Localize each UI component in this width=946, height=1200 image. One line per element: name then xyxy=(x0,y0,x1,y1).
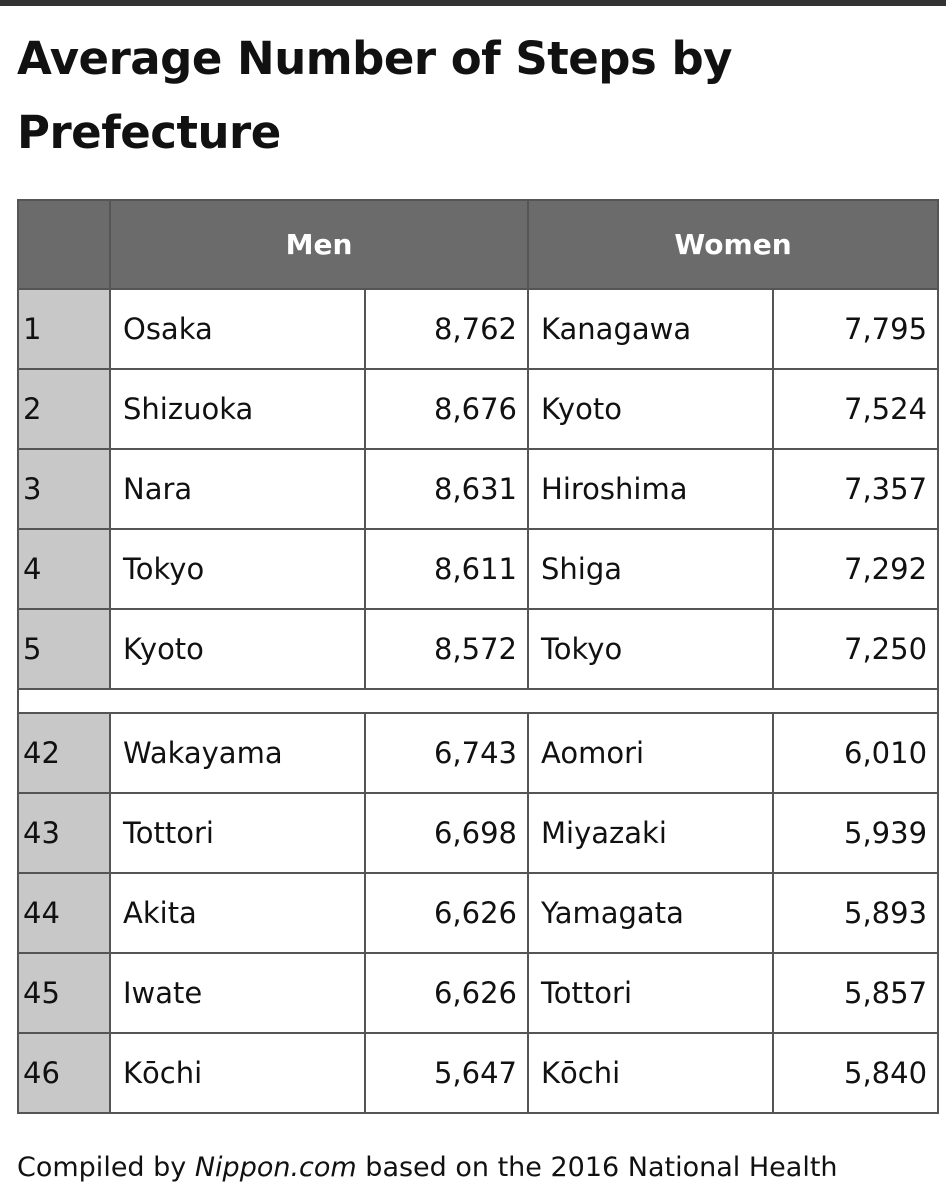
table-row: 45 Iwate 6,626 Tottori 5,857 xyxy=(17,952,940,1034)
table-row: 44 Akita 6,626 Yamagata 5,893 xyxy=(17,872,940,954)
men-steps: 8,572 xyxy=(363,608,530,690)
men-prefecture: Wakayama xyxy=(109,712,366,794)
men-steps: 8,611 xyxy=(363,528,530,610)
table-row: 5 Kyoto 8,572 Tokyo 7,250 xyxy=(17,608,940,690)
men-steps: 6,698 xyxy=(363,792,530,874)
rank-cell: 4 xyxy=(17,528,111,610)
men-steps: 6,626 xyxy=(363,872,530,954)
separator-cell xyxy=(16,688,940,714)
footer-prefix: Compiled by xyxy=(17,1152,195,1183)
women-prefecture: Aomori xyxy=(527,712,775,794)
table-body: 1 Osaka 8,762 Kanagawa 7,795 2 Shizuoka 8,676 Ky… xyxy=(16,288,940,1114)
men-prefecture: Nara xyxy=(109,448,366,530)
footer-suffix: based on the 2016 National Health xyxy=(356,1152,838,1183)
top-bar xyxy=(0,0,946,6)
title: Average Number of Steps by Prefecture xyxy=(17,32,733,159)
men-prefecture: Kōchi xyxy=(109,1032,366,1114)
men-prefecture: Iwate xyxy=(109,952,366,1034)
men-prefecture: Tottori xyxy=(109,792,366,874)
table-row: 43 Tottori 6,698 Miyazaki 5,939 xyxy=(17,792,940,874)
table-row: 2 Shizuoka 8,676 Kyoto 7,524 xyxy=(17,368,940,450)
rank-cell: 5 xyxy=(17,608,111,690)
header-row: Men Women xyxy=(17,199,940,290)
rank-cell: 45 xyxy=(17,952,111,1034)
women-prefecture: Yamagata xyxy=(527,872,775,954)
table-row: 46 Kōchi 5,647 Kōchi 5,840 xyxy=(17,1032,940,1114)
men-prefecture: Akita xyxy=(109,872,366,954)
men-prefecture: Osaka xyxy=(109,288,366,370)
women-steps: 5,840 xyxy=(772,1032,940,1114)
women-prefecture: Miyazaki xyxy=(527,792,775,874)
women-prefecture: Tokyo xyxy=(527,608,775,690)
footer: Compiled by Nippon.com based on the 2016… xyxy=(17,1152,946,1183)
women-prefecture: Kanagawa xyxy=(527,288,775,370)
men-prefecture: Shizuoka xyxy=(109,368,366,450)
rank-cell: 42 xyxy=(17,712,111,794)
rank-cell: 1 xyxy=(17,288,111,370)
rank-cell: 2 xyxy=(17,368,111,450)
women-steps: 6,010 xyxy=(772,712,940,794)
women-steps: 5,939 xyxy=(772,792,940,874)
women-prefecture: Kōchi xyxy=(527,1032,775,1114)
women-prefecture: Kyoto xyxy=(527,368,775,450)
men-steps: 6,743 xyxy=(363,712,530,794)
men-steps: 8,762 xyxy=(363,288,530,370)
table-row: 42 Wakayama 6,743 Aomori 6,010 xyxy=(17,712,940,794)
women-steps: 7,524 xyxy=(772,368,940,450)
men-prefecture: Tokyo xyxy=(109,528,366,610)
table-row: 3 Nara 8,631 Hiroshima 7,357 xyxy=(17,448,940,530)
footer-source: Nippon.com xyxy=(194,1152,357,1183)
header-women: Women xyxy=(527,199,940,290)
rank-cell: 46 xyxy=(17,1032,111,1114)
rank-cell: 43 xyxy=(17,792,111,874)
women-steps: 7,795 xyxy=(772,288,940,370)
women-prefecture: Hiroshima xyxy=(527,448,775,530)
men-steps: 8,676 xyxy=(363,368,530,450)
men-steps: 8,631 xyxy=(363,448,530,530)
separator-row xyxy=(16,688,940,714)
men-prefecture: Kyoto xyxy=(109,608,366,690)
header-men: Men xyxy=(108,199,530,290)
women-prefecture: Shiga xyxy=(527,528,775,610)
women-steps: 7,250 xyxy=(772,608,940,690)
women-steps: 5,857 xyxy=(772,952,940,1034)
table-row: 1 Osaka 8,762 Kanagawa 7,795 xyxy=(17,288,940,370)
table-row: 4 Tokyo 8,611 Shiga 7,292 xyxy=(17,528,940,610)
women-steps: 7,292 xyxy=(772,528,940,610)
rank-cell: 44 xyxy=(17,872,111,954)
women-steps: 5,893 xyxy=(772,872,940,954)
women-prefecture: Tottori xyxy=(527,952,775,1034)
women-steps: 7,357 xyxy=(772,448,940,530)
rank-cell: 3 xyxy=(17,448,111,530)
steps-table: Men Women 1 Osaka 8,762 Kanagawa 7,795 2 Shizu… xyxy=(16,199,940,1114)
men-steps: 6,626 xyxy=(363,952,530,1034)
header-blank xyxy=(17,199,111,290)
men-steps: 5,647 xyxy=(363,1032,530,1114)
